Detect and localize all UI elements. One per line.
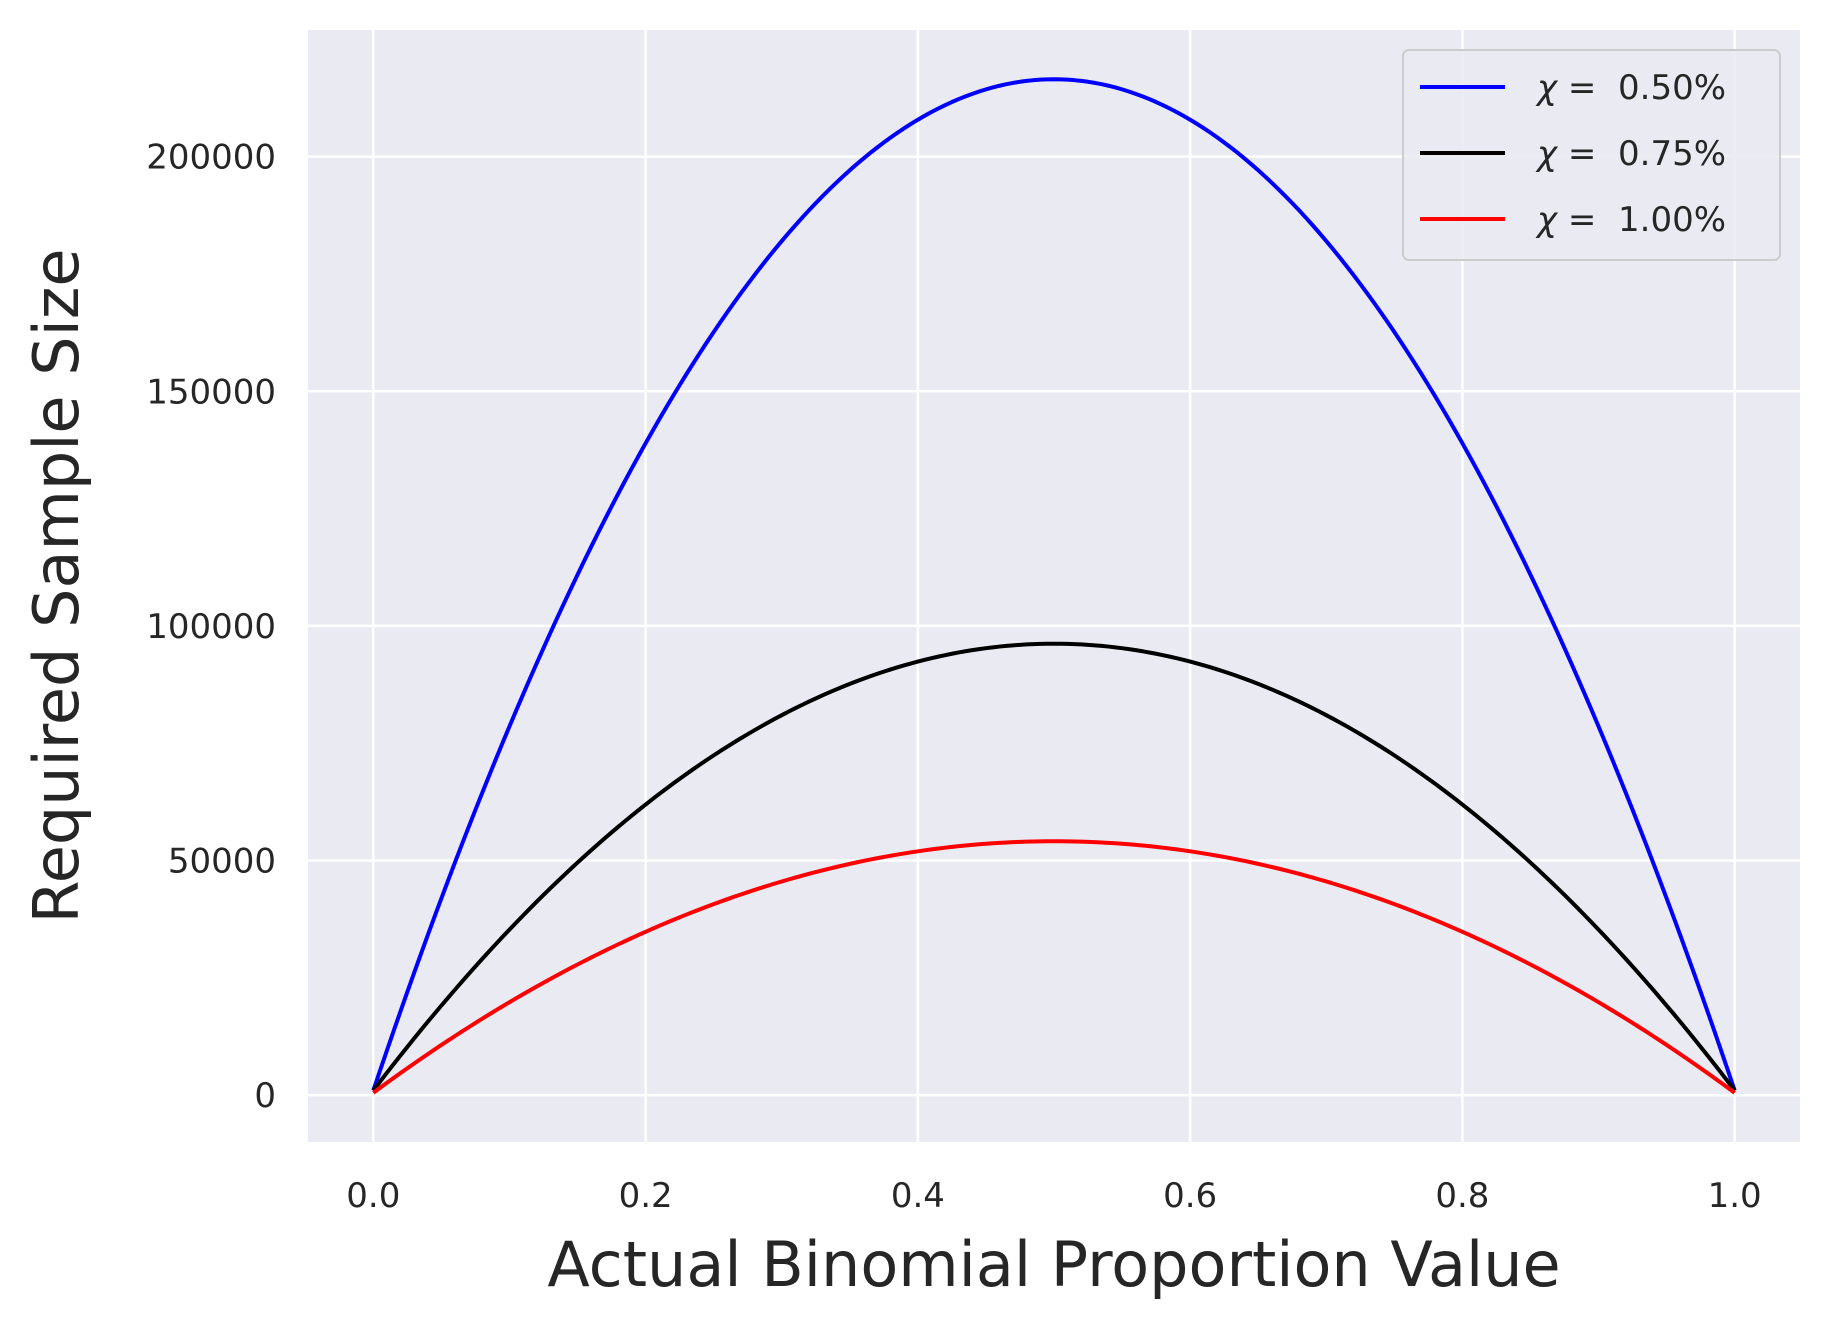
legend-label: = 1.00% — [1557, 200, 1726, 240]
legend-box — [1402, 49, 1781, 261]
legend-label: = 0.50% — [1557, 68, 1726, 108]
y-tick-labels: 0 50000 100000 150000 200000 — [146, 138, 276, 1116]
x-tick-labels: 0.0 0.2 0.4 0.6 0.8 1.0 — [346, 1176, 1761, 1216]
series-line-1 — [371, 641, 1737, 1092]
legend-symbol: χ — [1535, 134, 1559, 174]
legend-symbol: χ — [1535, 200, 1559, 240]
y-tick-label: 150000 — [146, 372, 276, 412]
series-line-2 — [372, 839, 1736, 1095]
x-tick-label: 0.2 — [619, 1176, 673, 1216]
legend-label: = 0.75% — [1557, 134, 1726, 174]
x-tick-label: 0.4 — [891, 1176, 945, 1216]
y-tick-label: 100000 — [146, 607, 276, 647]
y-tick-label: 200000 — [146, 138, 276, 178]
legend-entry-1: χ = 0.75% — [1535, 134, 1726, 174]
y-axis-label: Required Sample Size — [20, 248, 93, 923]
series-line-0 — [371, 77, 1737, 1092]
x-tick-label: 1.0 — [1708, 1176, 1762, 1216]
legend-entry-2: χ = 1.00% — [1535, 200, 1726, 240]
legend-entry-0: χ = 0.50% — [1535, 68, 1726, 108]
legend: χ = 0.50%χ = 0.75%χ = 1.00% — [1402, 49, 1781, 261]
x-axis-label: Actual Binomial Proportion Value — [547, 1228, 1560, 1301]
x-tick-label: 0.0 — [346, 1176, 400, 1216]
x-tick-label: 0.6 — [1163, 1176, 1217, 1216]
legend-symbol: χ — [1535, 68, 1559, 108]
series-lines — [371, 77, 1737, 1095]
x-tick-label: 0.8 — [1435, 1176, 1489, 1216]
y-tick-label: 0 — [254, 1076, 276, 1116]
y-tick-label: 50000 — [168, 841, 276, 881]
